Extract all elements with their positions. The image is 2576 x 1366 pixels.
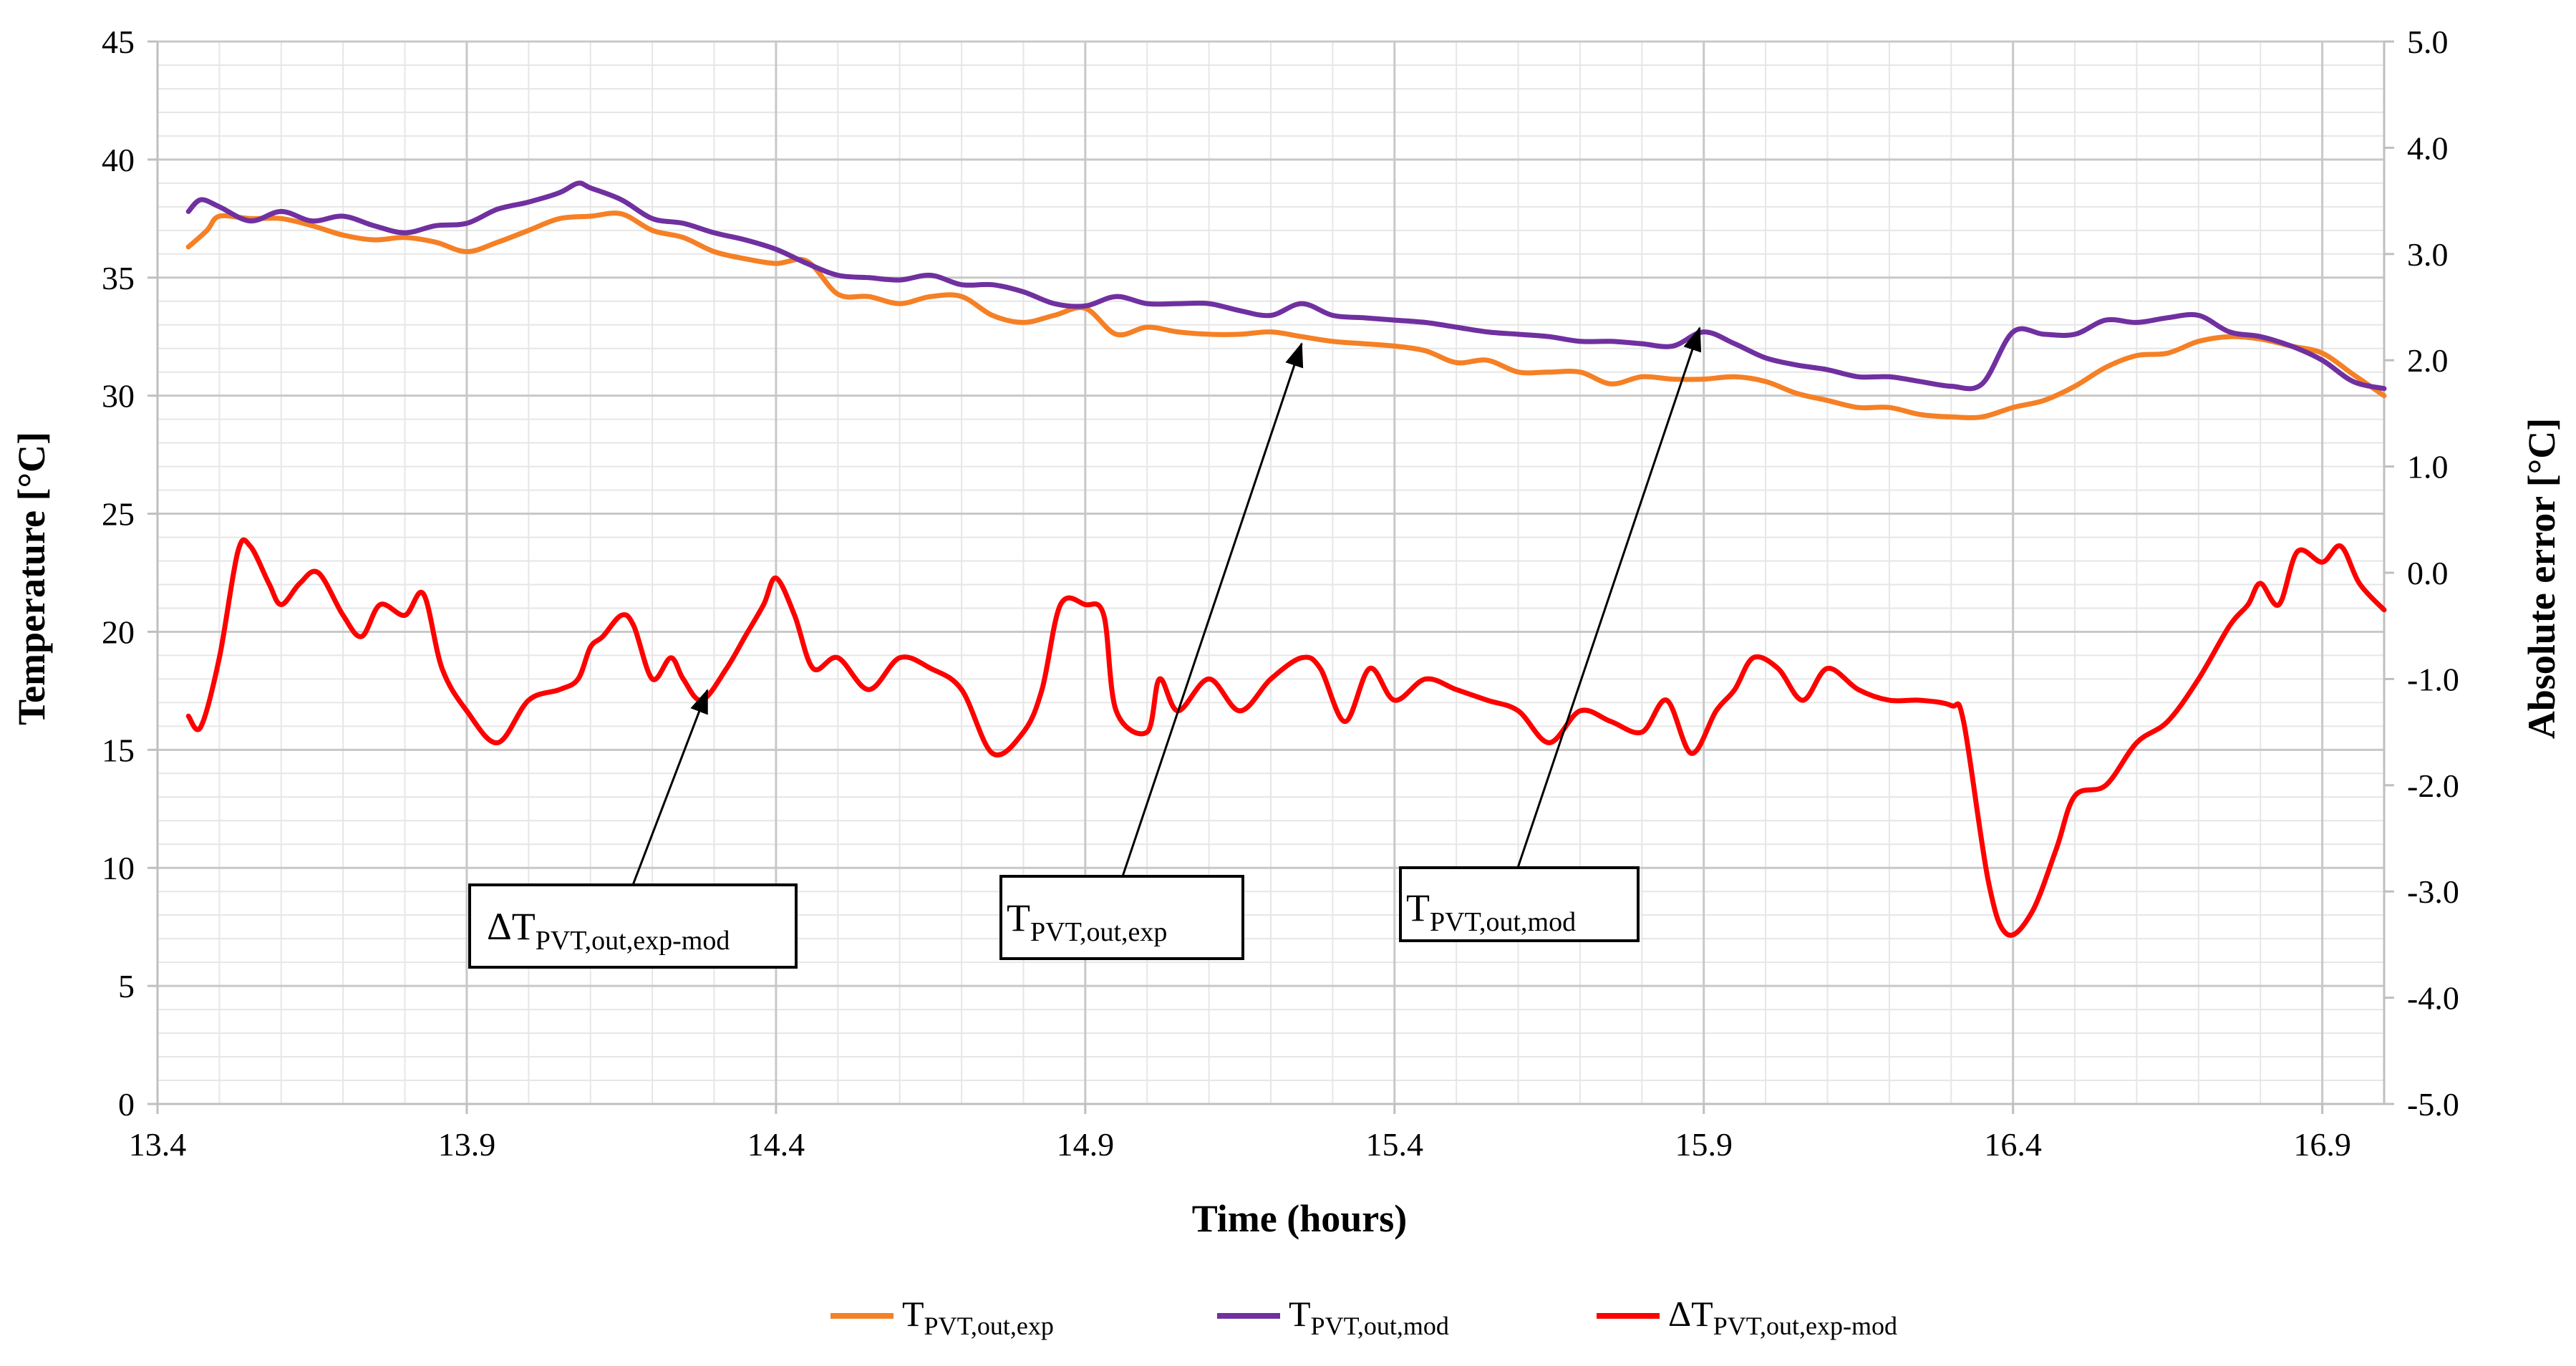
legend-item-mod: TPVT,out,mod	[1217, 1294, 1449, 1340]
series-line-exp	[185, 210, 2387, 420]
ann-delta-label: ΔTPVT,out,exp-mod	[487, 905, 730, 956]
ann-exp-box	[999, 875, 1244, 960]
left-tick-label: 20	[102, 614, 135, 650]
ann-exp: TPVT,out,exp	[999, 342, 1304, 960]
legend-label-main: T	[902, 1294, 924, 1334]
x-tick-label: 15.4	[1366, 1126, 1424, 1163]
legend-label-sub: PVT,out,exp-mod	[1713, 1312, 1897, 1340]
ann-mod-arrow	[1516, 326, 1702, 868]
ann-delta-box	[468, 883, 798, 969]
left-tick-label: 5	[118, 968, 135, 1004]
ann-delta-label-main: ΔT	[487, 905, 536, 948]
ann-exp-label: TPVT,out,exp	[1007, 896, 1167, 947]
right-tick-label: -2.0	[2407, 767, 2459, 804]
right-tick-label: 3.0	[2407, 236, 2449, 273]
right-tick-label: 4.0	[2407, 130, 2449, 166]
left-tick-label: 15	[102, 732, 135, 768]
legend-label-sub: PVT,out,mod	[1311, 1312, 1449, 1340]
legend-label-main: ΔT	[1668, 1294, 1713, 1334]
legend-item-delta: ΔTPVT,out,exp-mod	[1597, 1294, 1897, 1340]
legend-label-mod: TPVT,out,mod	[1289, 1294, 1449, 1340]
x-tick-label: 14.9	[1057, 1126, 1115, 1163]
right-tick-label: 2.0	[2407, 342, 2449, 379]
legend-label-sub: PVT,out,exp	[924, 1312, 1054, 1340]
ann-exp-label-main: T	[1007, 896, 1030, 939]
left-tick-label: 10	[102, 850, 135, 886]
right-tick-label: -4.0	[2407, 980, 2459, 1017]
ann-mod-box	[1399, 866, 1640, 942]
x-axis-title: Time (hours)	[1192, 1197, 1408, 1240]
x-tick-label: 13.9	[438, 1126, 496, 1163]
legend-item-exp: TPVT,out,exp	[831, 1294, 1054, 1340]
left-tick-label: 45	[102, 24, 135, 60]
series-line-delta	[185, 537, 2387, 938]
left-tick-label: 40	[102, 142, 135, 178]
ann-exp-arrow	[1121, 342, 1304, 877]
ann-delta: ΔTPVT,out,exp-mod	[468, 689, 798, 969]
right-axis-tick-labels: -5.0 -4.0 -3.0 -2.0 -1.0 0.0 1.0 2.0 3.0 4.0 5.0	[2407, 24, 2459, 1123]
left-axis-tick-labels: 0 5 10 15 20 25 30 35 40 45	[102, 24, 135, 1123]
axes	[147, 40, 2394, 1114]
left-axis-title: Temperature [°C]	[10, 432, 53, 725]
ann-mod-label-main: T	[1406, 886, 1430, 929]
right-tick-label: 5.0	[2407, 24, 2449, 60]
series-line-mod	[185, 180, 2387, 392]
ann-exp-label-sub: PVT,out,exp	[1030, 917, 1167, 947]
right-tick-label: -3.0	[2407, 873, 2459, 910]
x-tick-label: 16.4	[1984, 1126, 2042, 1163]
legend-label-exp: TPVT,out,exp	[902, 1294, 1054, 1340]
right-tick-label: 1.0	[2407, 449, 2449, 485]
x-tick-label: 16.9	[2293, 1126, 2351, 1163]
legend: TPVT,out,exp TPVT,out,mod ΔTPVT,out,exp-mo…	[831, 1294, 1897, 1340]
left-tick-label: 25	[102, 496, 135, 533]
right-tick-label: 0.0	[2407, 555, 2449, 591]
legend-label-delta: ΔTPVT,out,exp-mod	[1668, 1294, 1897, 1340]
ann-mod-label-sub: PVT,out,mod	[1430, 907, 1576, 937]
ann-delta-label-sub: PVT,out,exp-mod	[536, 926, 730, 956]
x-tick-label: 15.9	[1675, 1126, 1733, 1163]
annotations: ΔTPVT,out,exp-modTPVT,out,expTPVT,out,mo…	[468, 326, 1702, 969]
right-tick-label: -5.0	[2407, 1086, 2459, 1123]
right-tick-label: -1.0	[2407, 661, 2459, 697]
ann-mod: TPVT,out,mod	[1399, 326, 1702, 942]
right-axis-title: Absolute error [°C]	[2520, 418, 2563, 740]
ann-delta-arrow	[631, 689, 709, 886]
legend-label-main: T	[1289, 1294, 1311, 1334]
ann-mod-label: TPVT,out,mod	[1406, 886, 1576, 937]
x-tick-label: 13.4	[129, 1126, 187, 1163]
left-tick-label: 35	[102, 260, 135, 296]
left-tick-label: 0	[118, 1086, 135, 1123]
series-lines	[185, 180, 2387, 938]
x-tick-label: 14.4	[747, 1126, 805, 1163]
x-axis-tick-labels: 13.4 13.9 14.4 14.9 15.4 15.9 16.4 16.9	[129, 1126, 2351, 1163]
left-tick-label: 30	[102, 378, 135, 415]
